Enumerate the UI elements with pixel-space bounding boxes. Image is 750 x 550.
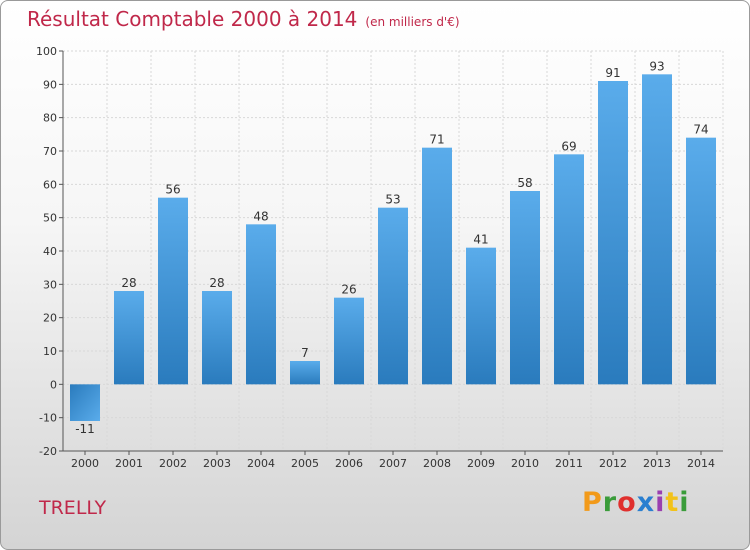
x-tick-label-2012: 2012 (599, 457, 627, 470)
bar-2010 (510, 191, 540, 385)
chart-subtitle: (en milliers d'€) (365, 15, 460, 29)
bar-2002 (158, 197, 188, 385)
y-tick-label: 10 (43, 345, 57, 358)
chart-title: Résultat Comptable 2000 à 2014 (27, 7, 358, 31)
x-tick-label-2009: 2009 (467, 457, 495, 470)
x-tick-label-2005: 2005 (291, 457, 319, 470)
bar-2008 (422, 147, 452, 385)
y-tick-label: 50 (43, 212, 57, 225)
data-label-2001: 28 (121, 276, 136, 290)
y-tick-label: 80 (43, 112, 57, 125)
bar-2014 (686, 137, 716, 385)
data-label-2010: 58 (517, 176, 532, 190)
logo-letter: i (655, 487, 666, 518)
y-tick-label: 30 (43, 278, 57, 291)
data-label-2007: 53 (385, 193, 400, 207)
town-name: TRELLY (39, 497, 107, 519)
x-tick-label-2002: 2002 (159, 457, 187, 470)
data-label-2013: 93 (649, 59, 664, 73)
chart-title-block: Résultat Comptable 2000 à 2014 (en millie… (27, 7, 460, 31)
bar-2011 (554, 154, 584, 385)
logo-letter: r (602, 487, 618, 518)
logo-letter: t (665, 487, 680, 518)
bar-2009 (466, 247, 496, 385)
x-tick-label-2014: 2014 (687, 457, 715, 470)
logo-letter: x (636, 487, 656, 518)
y-tick-label: 90 (43, 78, 57, 91)
y-tick-label: 20 (43, 312, 57, 325)
x-tick-label-2007: 2007 (379, 457, 407, 470)
logo-letter: o (617, 487, 637, 518)
y-tick-label: -20 (39, 445, 57, 458)
x-tick-label-2013: 2013 (643, 457, 671, 470)
y-tick-label: 40 (43, 245, 57, 258)
bar-2005 (290, 361, 320, 385)
x-tick-label-2010: 2010 (511, 457, 539, 470)
y-tick-label: 0 (50, 378, 57, 391)
x-tick-label-2003: 2003 (203, 457, 231, 470)
x-tick-label-2001: 2001 (115, 457, 143, 470)
bar-2001 (114, 291, 144, 385)
data-label-2009: 41 (473, 233, 488, 247)
axis-layer: -20 -10 0 10 20 30 40 50 60 70 80 90 100 2000 2001 2002… (36, 45, 723, 470)
data-label-2005: 7 (301, 346, 309, 360)
data-label-2000: -11 (75, 422, 95, 436)
y-tick-label: -10 (39, 412, 57, 425)
x-tick-label-2011: 2011 (555, 457, 583, 470)
bar-layer (70, 74, 716, 421)
bar-2003 (202, 291, 232, 385)
bar-2006 (334, 297, 364, 385)
bar-2012 (598, 81, 628, 385)
x-tick-label-2006: 2006 (335, 457, 363, 470)
x-tick-label-2004: 2004 (247, 457, 275, 470)
y-tick-label: 60 (43, 178, 57, 191)
bar-2007 (378, 207, 408, 385)
data-label-2011: 69 (561, 139, 576, 153)
data-label-2014: 74 (693, 123, 708, 137)
bar-2000 (70, 384, 100, 421)
y-tick-label: 100 (36, 45, 57, 58)
data-label-2004: 48 (253, 209, 268, 223)
data-label-2006: 26 (341, 283, 356, 297)
data-label-2008: 71 (429, 133, 444, 147)
logo-letter: P (582, 487, 603, 518)
data-label-2003: 28 (209, 276, 224, 290)
x-tick-label-2008: 2008 (423, 457, 451, 470)
y-tick-label: 70 (43, 145, 57, 158)
label-layer: -11 28 56 28 48 7 26 53 71 41 58 69 91 93 74 (75, 59, 708, 436)
bar-2013 (642, 74, 672, 385)
x-tick-label-2000: 2000 (71, 457, 99, 470)
bar-2004 (246, 224, 276, 385)
proxiti-logo[interactable]: Proxiti (582, 487, 690, 518)
data-label-2012: 91 (605, 66, 620, 80)
data-label-2002: 56 (165, 183, 180, 197)
logo-letter: i (679, 487, 690, 518)
